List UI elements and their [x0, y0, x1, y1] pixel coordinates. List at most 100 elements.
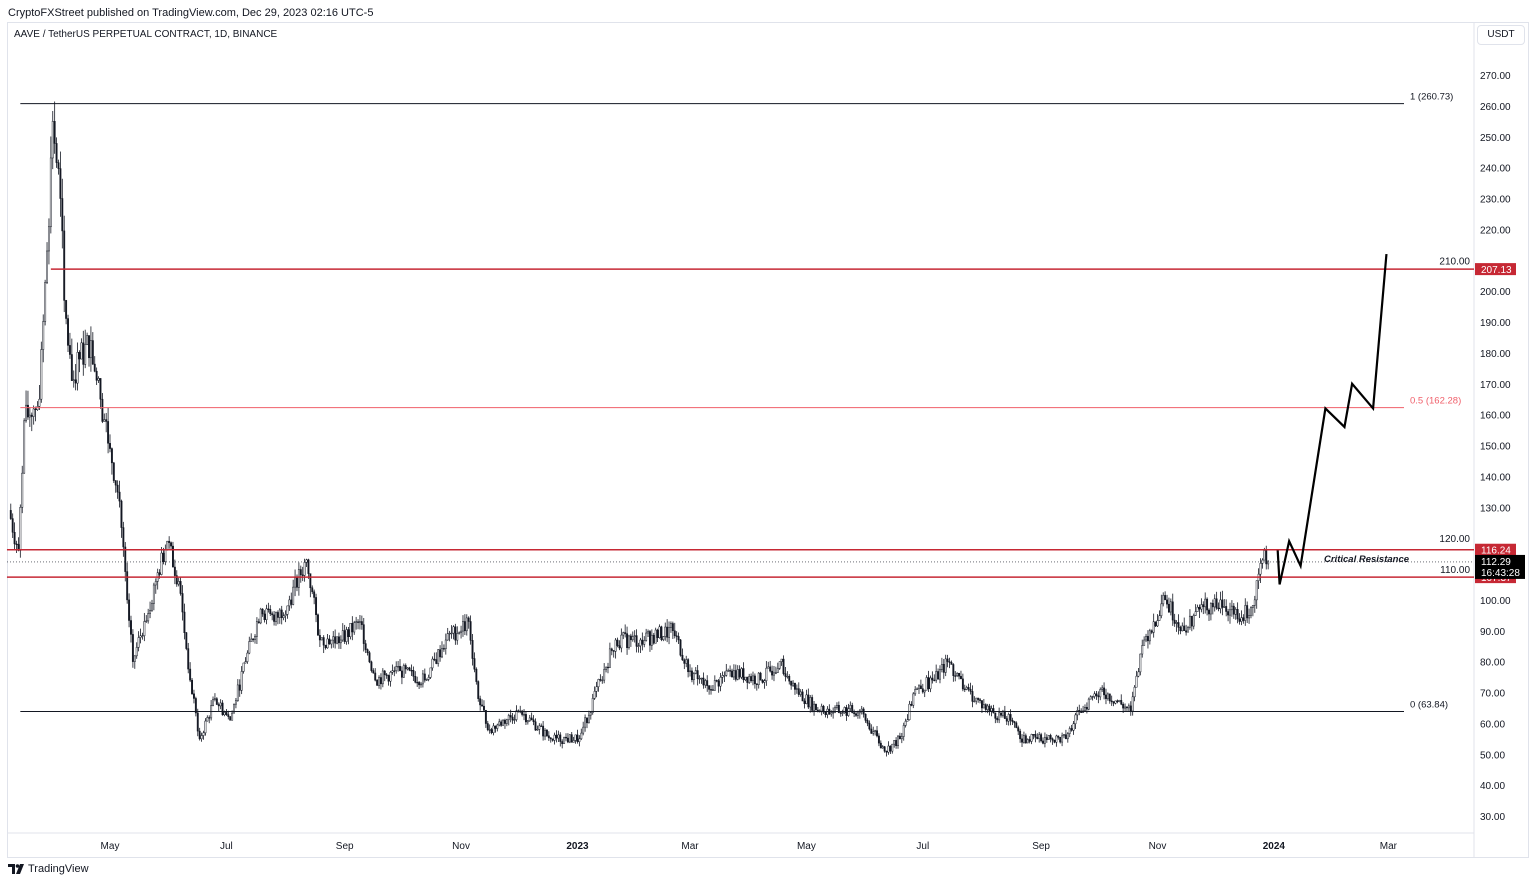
candle-body	[38, 398, 41, 407]
candle-body	[887, 745, 890, 753]
candle-body	[1240, 617, 1243, 622]
candle-body	[1131, 696, 1134, 712]
candle-body	[15, 543, 18, 545]
currency-button[interactable]: USDT	[1477, 25, 1525, 45]
candle-body	[460, 630, 463, 633]
candle-body	[1019, 730, 1022, 740]
chart-frame	[7, 22, 1529, 858]
candle-body	[376, 679, 379, 686]
candle-body	[399, 666, 401, 672]
candle-body	[523, 714, 525, 716]
candle-body	[145, 620, 148, 622]
candle-body	[721, 675, 724, 678]
candle-body	[679, 639, 682, 656]
candle-body	[349, 622, 352, 637]
candle-body	[939, 669, 941, 680]
candle-body	[1244, 605, 1247, 621]
candle-body	[782, 658, 785, 674]
candle-body	[694, 670, 697, 674]
candle-body	[227, 714, 230, 717]
candle-body	[582, 726, 585, 734]
y-tick-label: 200.00	[1480, 287, 1511, 298]
candle-body	[954, 675, 957, 677]
candle-body	[635, 635, 638, 647]
candle-body	[1162, 595, 1165, 605]
candle-body	[397, 666, 400, 668]
candle-body	[135, 647, 138, 657]
y-tick-label: 230.00	[1480, 195, 1511, 206]
candle-body	[628, 635, 630, 649]
candle-body	[1063, 734, 1065, 737]
candle-body	[540, 725, 543, 727]
candle-body	[284, 614, 287, 617]
candle-body	[366, 649, 369, 653]
candle-body	[893, 740, 896, 745]
x-tick-label: 2024	[1263, 841, 1286, 852]
candle-body	[967, 687, 970, 690]
candle-body	[551, 738, 554, 741]
candle-body	[40, 349, 43, 400]
candle-body	[565, 736, 567, 739]
candle-body	[1248, 614, 1251, 619]
candle-body	[507, 715, 510, 721]
candle-body	[1143, 639, 1146, 646]
candle-body	[933, 679, 936, 682]
candle-body	[1177, 622, 1180, 628]
candle-body	[769, 666, 772, 672]
candle-body	[607, 666, 609, 669]
candle-body	[88, 335, 90, 359]
candle-body	[137, 637, 140, 648]
candle-body	[1227, 611, 1230, 616]
candle-body	[729, 670, 732, 672]
candle-body	[307, 559, 310, 574]
candle-body	[706, 680, 709, 686]
candle-body	[700, 677, 703, 680]
candle-body	[765, 667, 768, 681]
candle-body	[1032, 734, 1035, 736]
candle-body	[509, 715, 512, 718]
candle-body	[885, 750, 888, 753]
y-tick-label: 180.00	[1480, 349, 1511, 360]
x-tick-label: Mar	[681, 841, 699, 852]
y-tick-label: 150.00	[1480, 442, 1511, 453]
candle-body	[771, 670, 774, 676]
candle-body	[408, 667, 411, 671]
candle-body	[622, 632, 625, 636]
candle-body	[578, 738, 581, 743]
candle-body	[784, 673, 787, 677]
candle-body	[154, 581, 157, 586]
candle-body	[1147, 636, 1149, 642]
candle-body	[379, 677, 382, 685]
candle-body	[820, 705, 823, 712]
candle-body	[641, 639, 644, 645]
candle-body	[32, 408, 35, 417]
candle-body	[1202, 604, 1205, 608]
x-tick-label: Sep	[1032, 841, 1050, 852]
candle-body	[992, 708, 995, 714]
candle-body	[795, 688, 798, 690]
candle-body	[1169, 601, 1172, 613]
candle-body	[809, 697, 812, 708]
candle-body	[723, 675, 726, 677]
candle-body	[263, 613, 266, 620]
candle-body	[1133, 686, 1136, 698]
candle-body	[1135, 675, 1138, 688]
candle-body	[605, 666, 608, 670]
candle-body	[448, 632, 451, 635]
candle-body	[469, 621, 472, 641]
candle-body	[389, 672, 392, 682]
candle-body	[536, 729, 539, 731]
candle-body	[1150, 630, 1153, 633]
candle-body	[55, 143, 58, 163]
candle-body	[275, 612, 277, 622]
candle-body	[542, 725, 545, 737]
candle-body	[937, 671, 940, 680]
y-tick-label: 190.00	[1480, 318, 1511, 329]
y-tick-label: 70.00	[1480, 689, 1505, 700]
candle-body	[133, 655, 136, 662]
candle-body	[1232, 605, 1235, 615]
candle-body	[139, 635, 142, 638]
candle-body	[981, 700, 983, 709]
candle-body	[811, 697, 814, 711]
